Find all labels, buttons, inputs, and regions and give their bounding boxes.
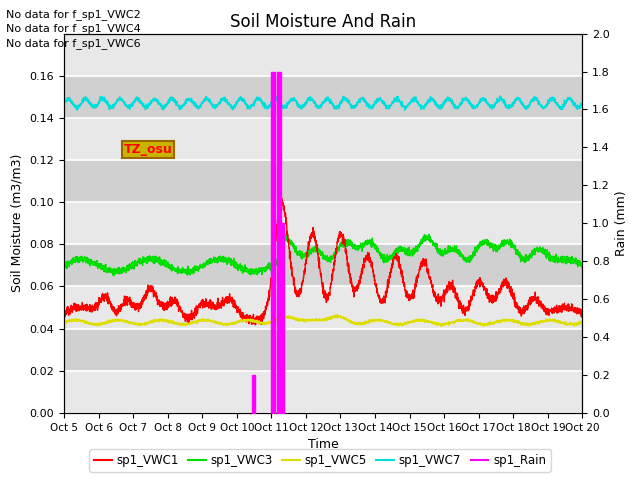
- sp1_VWC1: [252, 322, 259, 328]
- sp1_VWC7: [282, 104, 289, 110]
- sp1_VWC5: [259, 320, 267, 326]
- sp1_VWC1: [278, 195, 285, 201]
- sp1_VWC1: [259, 311, 267, 317]
- sp1_VWC5: [579, 320, 586, 326]
- Bar: [64, 34, 582, 76]
- Bar: [64, 76, 582, 118]
- sp1_VWC3: [60, 265, 68, 271]
- Line: sp1_VWC1: sp1_VWC1: [64, 198, 582, 325]
- sp1_VWC3: [282, 238, 289, 244]
- sp1_VWC3: [569, 257, 577, 263]
- sp1_VWC1: [579, 309, 586, 315]
- sp1_VWC7: [496, 93, 504, 99]
- sp1_VWC7: [119, 98, 127, 104]
- X-axis label: Time: Time: [308, 438, 339, 451]
- sp1_VWC3: [150, 261, 158, 266]
- Text: No data for f_sp1_VWC2: No data for f_sp1_VWC2: [6, 9, 141, 20]
- Bar: [64, 244, 582, 287]
- sp1_VWC1: [282, 211, 289, 216]
- sp1_VWC1: [60, 313, 68, 319]
- Text: No data for f_sp1_VWC4: No data for f_sp1_VWC4: [6, 23, 141, 34]
- Title: Soil Moisture And Rain: Soil Moisture And Rain: [230, 12, 416, 31]
- sp1_VWC5: [150, 318, 157, 324]
- sp1_VWC3: [425, 231, 433, 237]
- sp1_VWC3: [111, 273, 118, 279]
- Bar: [64, 371, 582, 413]
- sp1_VWC5: [60, 319, 68, 324]
- Legend: sp1_VWC1, sp1_VWC3, sp1_VWC5, sp1_VWC7, sp1_Rain: sp1_VWC1, sp1_VWC3, sp1_VWC5, sp1_VWC7, …: [89, 449, 551, 472]
- sp1_VWC7: [259, 101, 267, 107]
- sp1_VWC7: [513, 95, 520, 100]
- Bar: [64, 202, 582, 244]
- sp1_VWC1: [513, 300, 520, 305]
- Text: No data for f_sp1_VWC6: No data for f_sp1_VWC6: [6, 37, 141, 48]
- Line: sp1_VWC5: sp1_VWC5: [64, 314, 582, 326]
- Bar: [64, 160, 582, 202]
- sp1_VWC5: [569, 321, 577, 327]
- Text: TZ_osu: TZ_osu: [124, 143, 172, 156]
- sp1_VWC3: [579, 264, 586, 270]
- Y-axis label: Rain (mm): Rain (mm): [616, 191, 628, 256]
- Line: sp1_VWC7: sp1_VWC7: [64, 96, 582, 110]
- sp1_VWC7: [569, 98, 577, 104]
- sp1_VWC5: [119, 317, 127, 323]
- Bar: [64, 287, 582, 328]
- Bar: [64, 118, 582, 160]
- Bar: [64, 328, 582, 371]
- sp1_VWC5: [437, 324, 445, 329]
- sp1_VWC7: [579, 100, 586, 106]
- sp1_VWC7: [60, 100, 68, 106]
- sp1_VWC3: [513, 249, 520, 254]
- sp1_VWC3: [120, 265, 127, 271]
- Y-axis label: Soil Moisture (m3/m3): Soil Moisture (m3/m3): [11, 154, 24, 292]
- sp1_VWC7: [150, 98, 157, 104]
- sp1_VWC5: [513, 319, 520, 324]
- sp1_VWC5: [282, 314, 289, 320]
- sp1_VWC1: [150, 289, 157, 295]
- sp1_VWC5: [333, 312, 341, 317]
- sp1_VWC1: [569, 306, 577, 312]
- Line: sp1_VWC3: sp1_VWC3: [64, 234, 582, 276]
- sp1_VWC1: [119, 301, 127, 307]
- sp1_VWC3: [259, 265, 267, 271]
- sp1_VWC7: [401, 108, 408, 113]
